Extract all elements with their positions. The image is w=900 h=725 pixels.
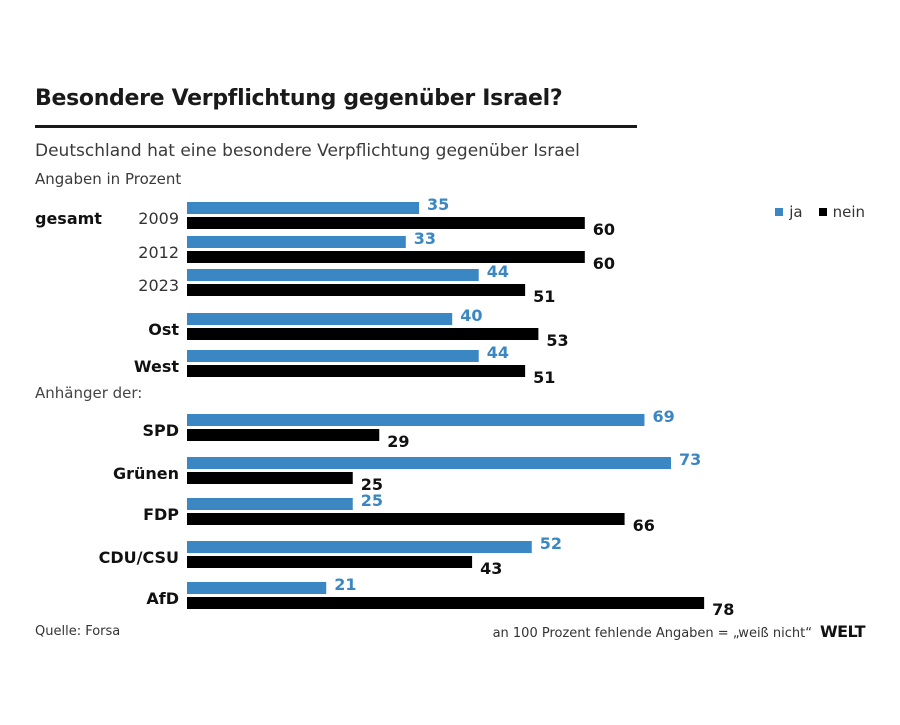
bar-nein <box>187 472 353 484</box>
value-label-nein: 60 <box>593 254 615 273</box>
bar-ja <box>187 582 327 594</box>
value-label-nein: 51 <box>533 368 555 387</box>
category-label: CDU/CSU <box>99 548 179 567</box>
value-label-ja: 44 <box>487 343 509 362</box>
legend-item-ja: ja <box>775 203 803 221</box>
chart-title: Besondere Verpflichtung gegenüber Israel… <box>35 86 563 111</box>
value-label-ja: 35 <box>427 195 449 214</box>
bar-nein <box>187 328 539 340</box>
legend-item-nein: nein <box>818 203 865 221</box>
bar-ja <box>187 541 532 553</box>
bar-ja <box>187 457 671 469</box>
value-label-ja: 73 <box>679 450 701 469</box>
bar-ja <box>187 269 479 281</box>
value-label-ja: 40 <box>460 306 482 325</box>
category-label: Ost <box>148 320 179 339</box>
bar-nein <box>187 365 526 377</box>
value-label-nein: 29 <box>387 432 409 451</box>
legend: ja nein <box>775 203 865 221</box>
category-label: Grünen <box>113 464 179 483</box>
value-label-ja: 44 <box>487 262 509 281</box>
bar-ja <box>187 313 453 325</box>
value-label-ja: 21 <box>334 575 356 594</box>
legend-label-nein: nein <box>832 203 865 221</box>
value-label-nein: 25 <box>361 475 383 494</box>
legend-swatch-ja <box>775 208 784 216</box>
bar-nein <box>187 556 473 568</box>
footer-right: an 100 Prozent fehlende Angaben = „weiß … <box>492 622 866 641</box>
legend-swatch-nein <box>818 208 827 216</box>
bar-nein <box>187 429 380 441</box>
value-label-ja: 69 <box>652 407 674 426</box>
bar-nein <box>187 597 705 609</box>
bar-nein <box>187 513 625 525</box>
bar-nein <box>187 217 585 229</box>
category-label: FDP <box>143 505 179 524</box>
category-label: AfD <box>146 589 179 608</box>
unit-label: Angaben in Prozent <box>35 170 182 188</box>
value-label-nein: 53 <box>546 331 568 350</box>
section-label-parties: Anhänger der: <box>35 384 142 402</box>
bar-ja <box>187 498 353 510</box>
bar-ja <box>187 414 645 426</box>
bar-nein <box>187 251 585 263</box>
category-label: 2009 <box>138 209 179 228</box>
legend-label-ja: ja <box>789 203 803 221</box>
value-label-ja: 33 <box>414 229 436 248</box>
value-label-nein: 66 <box>633 516 655 535</box>
category-label: SPD <box>142 421 179 440</box>
title-divider <box>35 125 637 128</box>
category-label: 2012 <box>138 243 179 262</box>
category-label: 2023 <box>138 276 179 295</box>
value-label-nein: 43 <box>480 559 502 578</box>
brand-logo: WELT <box>819 622 866 641</box>
missing-note: an 100 Prozent fehlende Angaben = „weiß … <box>492 626 812 641</box>
value-label-nein: 78 <box>712 600 734 619</box>
value-label-nein: 51 <box>533 287 555 306</box>
bar-ja <box>187 236 406 248</box>
value-label-ja: 25 <box>361 491 383 510</box>
category-label: West <box>134 357 179 376</box>
value-label-ja: 52 <box>540 534 562 553</box>
section-label-gesamt: gesamt <box>35 209 102 228</box>
value-label-nein: 60 <box>593 220 615 239</box>
bar-nein <box>187 284 526 296</box>
source-note: Quelle: Forsa <box>35 624 121 639</box>
bar-ja <box>187 202 420 214</box>
chart-subtitle: Deutschland hat eine besondere Verpflich… <box>35 141 580 161</box>
bar-ja <box>187 350 479 362</box>
